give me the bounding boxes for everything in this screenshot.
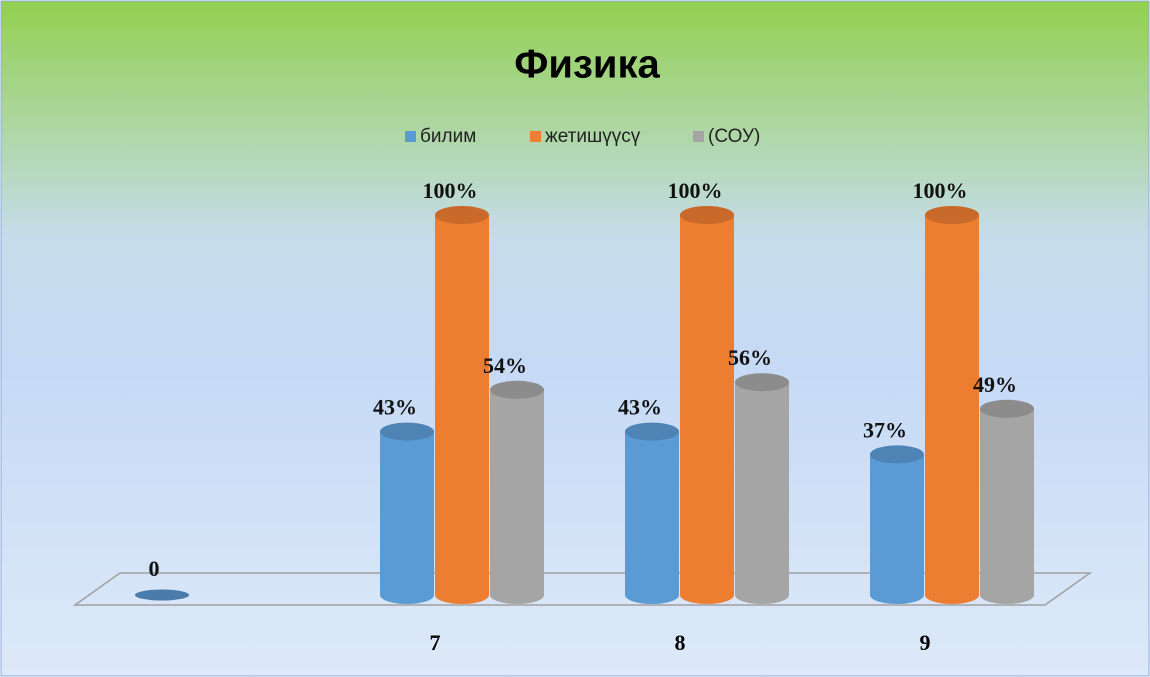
data-label: 37% xyxy=(863,417,907,442)
cylinder-top xyxy=(380,422,434,441)
cylinder-top xyxy=(490,380,544,399)
bar xyxy=(870,445,924,604)
data-label: 49% xyxy=(973,372,1017,397)
bar xyxy=(625,422,679,604)
data-label: 100% xyxy=(423,178,478,203)
floor xyxy=(72,572,1093,606)
data-label: 54% xyxy=(483,353,527,378)
x-tick-label: 8 xyxy=(675,630,686,655)
cylinder-body xyxy=(380,431,434,604)
legend-swatch xyxy=(530,131,541,142)
cylinder-top xyxy=(135,589,189,601)
cylinder-top xyxy=(870,445,924,464)
cylinder-top xyxy=(735,373,789,392)
data-label: 43% xyxy=(373,395,417,420)
chart-title: Физика xyxy=(514,43,660,87)
legend-swatch xyxy=(405,131,416,142)
cylinder-body xyxy=(435,215,489,604)
cylinder-top xyxy=(680,206,734,224)
bar xyxy=(735,373,789,604)
cylinder-top xyxy=(435,206,489,224)
legend-label: (СОУ) xyxy=(708,126,760,147)
cylinder-top xyxy=(980,399,1034,418)
cylinder-body xyxy=(925,215,979,604)
data-label: 100% xyxy=(913,178,968,203)
x-tick-label: 7 xyxy=(430,630,441,655)
data-label: 56% xyxy=(728,345,772,370)
legend-label: жетишүүсү xyxy=(545,126,641,147)
x-tick-label: 9 xyxy=(920,630,931,655)
data-label: 100% xyxy=(668,178,723,203)
bar xyxy=(435,206,489,604)
cylinder-body xyxy=(735,382,789,604)
legend-label: билим xyxy=(420,126,476,147)
cylinder-top xyxy=(925,206,979,224)
cylinder-top xyxy=(625,422,679,441)
bar xyxy=(135,589,189,601)
cylinder-body xyxy=(980,408,1034,604)
cylinder-body xyxy=(625,431,679,604)
cylinder-body xyxy=(870,454,924,604)
data-label: 0 xyxy=(149,556,160,581)
bar xyxy=(680,206,734,604)
bar xyxy=(980,399,1034,604)
bar xyxy=(925,206,979,604)
cylinder-body xyxy=(490,389,544,604)
data-label: 43% xyxy=(618,395,662,420)
bar xyxy=(380,422,434,604)
legend-swatch xyxy=(693,131,704,142)
bar xyxy=(490,380,544,604)
cylinder-body xyxy=(680,215,734,604)
